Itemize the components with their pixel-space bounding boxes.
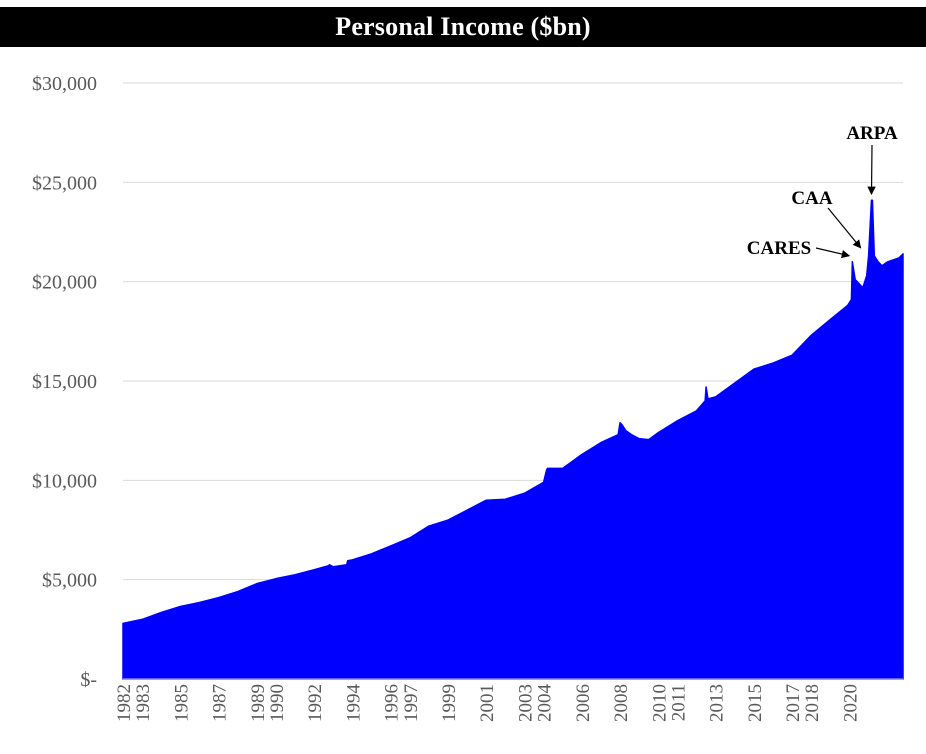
x-tick-label: 2010 bbox=[649, 684, 670, 722]
annotation-label: CAA bbox=[791, 188, 832, 209]
x-tick-label: 2001 bbox=[477, 684, 498, 722]
x-tick-label: 2006 bbox=[573, 684, 594, 722]
x-tick-label: 1989 bbox=[248, 684, 269, 722]
x-tick-label: 2015 bbox=[745, 684, 766, 722]
x-tick-label: 1994 bbox=[343, 684, 364, 723]
y-tick-label: $15,000 bbox=[32, 371, 97, 393]
chart-title-bar: Personal Income ($bn) bbox=[0, 7, 926, 47]
annotation-label: CARES bbox=[747, 238, 811, 259]
x-tick-label: 1999 bbox=[439, 684, 460, 722]
x-tick-label: 2008 bbox=[611, 684, 632, 722]
chart-title: Personal Income ($bn) bbox=[335, 12, 591, 41]
annotation-arrow bbox=[827, 207, 862, 249]
y-tick-label: $- bbox=[80, 669, 97, 691]
x-tick-label: 1985 bbox=[171, 684, 192, 722]
y-tick-label: $25,000 bbox=[32, 172, 97, 194]
income-area-series bbox=[122, 199, 904, 680]
annotation-label: ARPA bbox=[846, 123, 898, 144]
x-tick-label: 1987 bbox=[210, 684, 231, 722]
y-tick-label: $20,000 bbox=[32, 272, 97, 294]
x-tick-label: 2017 bbox=[783, 684, 804, 722]
x-tick-label: 1983 bbox=[133, 684, 154, 722]
x-tick-label: 1990 bbox=[267, 684, 288, 722]
x-tick-label: 1996 bbox=[382, 684, 403, 722]
annotation-arrow bbox=[867, 144, 876, 196]
y-tick-label: $30,000 bbox=[32, 73, 97, 95]
y-tick-label: $5,000 bbox=[42, 570, 97, 592]
x-tick-label: 2013 bbox=[707, 684, 728, 722]
x-tick-label: 2018 bbox=[802, 684, 823, 722]
x-tick-label: 1992 bbox=[305, 684, 326, 722]
x-tick-label: 2003 bbox=[516, 684, 537, 722]
x-tick-label: 2004 bbox=[535, 684, 556, 723]
x-tick-label: 2020 bbox=[841, 684, 862, 722]
x-tick-label: 2011 bbox=[668, 684, 689, 721]
annotation-arrow bbox=[815, 247, 851, 259]
y-tick-label: $10,000 bbox=[32, 470, 97, 492]
x-tick-label: 1982 bbox=[114, 684, 135, 722]
x-tick-label: 1997 bbox=[401, 684, 422, 722]
